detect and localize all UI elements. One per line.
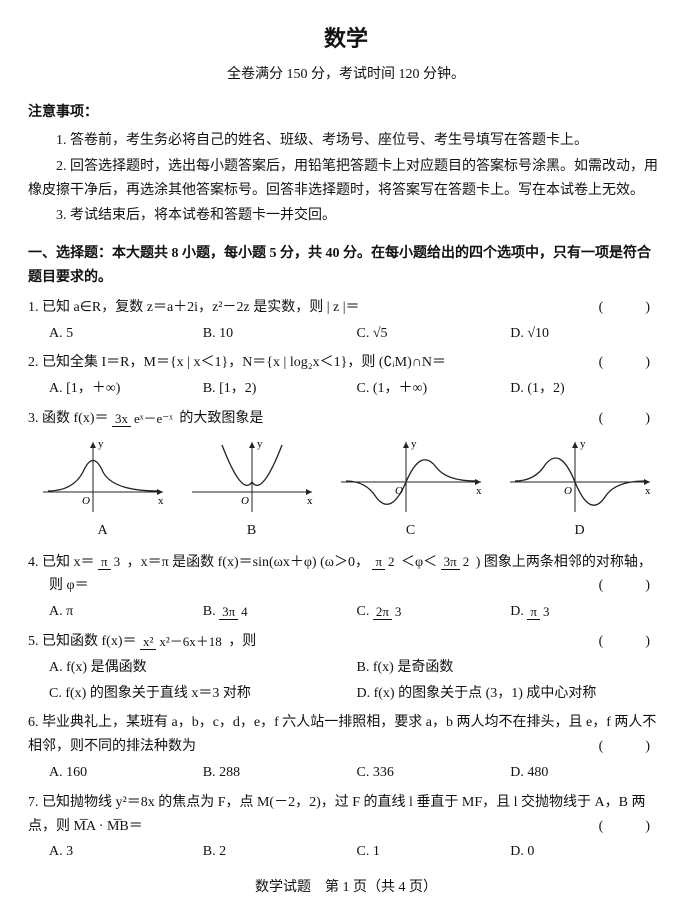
q6-opt-b: B. 288 xyxy=(203,761,357,785)
q2-opt-a: A. [1，＋∞) xyxy=(49,377,203,401)
q3-stem-pre: 3. 函数 f(x)＝ xyxy=(28,411,109,426)
question-3: ( ) 3. 函数 f(x)＝ 3xeˣ－e⁻ˣ 的大致图象是 y x O y … xyxy=(28,407,664,543)
question-7: 7. 已知抛物线 y²＝8x 的焦点为 F，点 M(－2，2)，过 F 的直线 … xyxy=(28,791,664,864)
q2-stem: 2. 已知全集 I＝R，M＝{x | x＜1}，N＝{x | log₂x＜1}，… xyxy=(28,355,446,370)
q1-opt-c: C. √5 xyxy=(357,322,511,346)
q3-opt-a: A xyxy=(38,519,168,543)
q1-stem: 1. 已知 a∈R，复数 z＝a＋2i，z²－2z 是实数，则 | z |＝ xyxy=(28,300,360,315)
q3-frac-den: eˣ－e⁻ˣ xyxy=(131,411,176,426)
notice-item-2: 2. 回答选择题时，选出每小题答案后，用铅笔把答题卡上对应题目的答案标号涂黑。如… xyxy=(28,155,664,203)
q5-stem-pre: 5. 已知函数 f(x)＝ xyxy=(28,634,137,649)
svg-text:y: y xyxy=(580,438,586,450)
q7-opt-a: A. 3 xyxy=(49,840,203,864)
q3-graph-c: y x O xyxy=(336,437,486,517)
answer-blank: ( ) xyxy=(599,296,664,320)
q4-opt-a: A. π xyxy=(49,600,203,624)
q4-opt-c: C. 2π3 xyxy=(357,600,511,624)
svg-text:O: O xyxy=(82,495,90,507)
q6-stem: 6. 毕业典礼上，某班有 a，b，c，d，e，f 六人站一排照相，要求 a，b … xyxy=(28,715,656,754)
q3-opt-c: C xyxy=(336,519,486,543)
q2-opt-c: C. (1，＋∞) xyxy=(357,377,511,401)
answer-blank: ( ) xyxy=(599,574,664,598)
svg-text:x: x xyxy=(476,485,482,497)
q1-opt-b: B. 10 xyxy=(203,322,357,346)
q3-graph-b: y x O xyxy=(187,437,317,517)
answer-blank: ( ) xyxy=(599,407,664,431)
q7-opt-d: D. 0 xyxy=(510,840,664,864)
q3-opt-d: D xyxy=(505,519,655,543)
answer-blank: ( ) xyxy=(599,630,664,654)
svg-text:x: x xyxy=(158,495,164,507)
svg-text:O: O xyxy=(241,495,249,507)
svg-text:y: y xyxy=(411,438,417,450)
q1-opt-d: D. √10 xyxy=(510,322,664,346)
svg-text:O: O xyxy=(395,485,403,497)
q4-stem-mid3: ) 图象上两条相邻的对称轴， xyxy=(476,555,652,570)
q7-stem: 7. 已知抛物线 y²＝8x 的焦点为 F，点 M(－2，2)，过 F 的直线 … xyxy=(28,795,646,834)
page-footer: 数学试题 第 1 页（共 4 页） xyxy=(28,876,664,900)
notice-item-1: 1. 答卷前，考生务必将自己的姓名、班级、考场号、座位号、考生号填写在答题卡上。 xyxy=(28,129,664,153)
q4-stem-mid1: ，x＝π 是函数 f(x)＝sin(ωx＋φ) (ω＞0， xyxy=(127,555,369,570)
q4-stem-mid2: ＜φ＜ xyxy=(401,555,437,570)
q7-opt-c: C. 1 xyxy=(357,840,511,864)
q4-stem-pre: 4. 已知 x＝ xyxy=(28,555,95,570)
svg-text:O: O xyxy=(564,485,572,497)
notice-item-3: 3. 考试结束后，将本试卷和答题卡一并交回。 xyxy=(28,204,664,228)
q5-opt-d: D. f(x) 的图象关于点 (3，1) 成中心对称 xyxy=(357,682,665,706)
answer-blank: ( ) xyxy=(599,735,664,759)
q4-then: 则 φ＝ xyxy=(49,578,89,593)
q4-opt-b: B. 3π4 xyxy=(203,600,357,624)
question-6: 6. 毕业典礼上，某班有 a，b，c，d，e，f 六人站一排照相，要求 a，b … xyxy=(28,711,664,784)
q2-opt-b: B. [1，2) xyxy=(203,377,357,401)
q5-frac-num: x² xyxy=(140,634,156,650)
question-1: ( ) 1. 已知 a∈R，复数 z＝a＋2i，z²－2z 是实数，则 | z … xyxy=(28,296,664,346)
q5-opt-a: A. f(x) 是偶函数 xyxy=(49,656,357,680)
q3-frac-num: 3x xyxy=(112,411,131,427)
q3-graph-d: y x O xyxy=(505,437,655,517)
notice-block: 1. 答卷前，考生务必将自己的姓名、班级、考场号、座位号、考生号填写在答题卡上。… xyxy=(28,129,664,228)
section-1-heading: 一、选择题：本大题共 8 小题，每小题 5 分，共 40 分。在每小题给出的四个… xyxy=(28,242,664,290)
q5-frac-den: x²－6x＋18 xyxy=(156,634,224,649)
question-4: 4. 已知 x＝ π3 ，x＝π 是函数 f(x)＝sin(ωx＋φ) (ω＞0… xyxy=(28,551,664,624)
question-2: ( ) 2. 已知全集 I＝R，M＝{x | x＜1}，N＝{x | log₂x… xyxy=(28,351,664,401)
question-5: ( ) 5. 已知函数 f(x)＝ x²x²－6x＋18 ，则 A. f(x) … xyxy=(28,630,664,705)
notice-heading: 注意事项： xyxy=(28,101,664,125)
q3-stem-post: 的大致图象是 xyxy=(179,411,263,426)
svg-text:y: y xyxy=(257,438,263,450)
q4-opt-d: D. π3 xyxy=(510,600,664,624)
page-subtitle: 全卷满分 150 分，考试时间 120 分钟。 xyxy=(28,63,664,87)
svg-text:y: y xyxy=(98,438,104,450)
q5-stem-post: ，则 xyxy=(228,634,256,649)
q5-opt-c: C. f(x) 的图象关于直线 x＝3 对称 xyxy=(49,682,357,706)
svg-text:x: x xyxy=(645,485,651,497)
q3-graph-a: y x O xyxy=(38,437,168,517)
q6-opt-a: A. 160 xyxy=(49,761,203,785)
q3-opt-b: B xyxy=(187,519,317,543)
q2-opt-d: D. (1，2) xyxy=(510,377,664,401)
q6-opt-d: D. 480 xyxy=(510,761,664,785)
answer-blank: ( ) xyxy=(599,351,664,375)
page-title: 数学 xyxy=(28,20,664,57)
q1-opt-a: A. 5 xyxy=(49,322,203,346)
q5-opt-b: B. f(x) 是奇函数 xyxy=(357,656,665,680)
q6-opt-c: C. 336 xyxy=(357,761,511,785)
q7-opt-b: B. 2 xyxy=(203,840,357,864)
svg-text:x: x xyxy=(307,495,313,507)
